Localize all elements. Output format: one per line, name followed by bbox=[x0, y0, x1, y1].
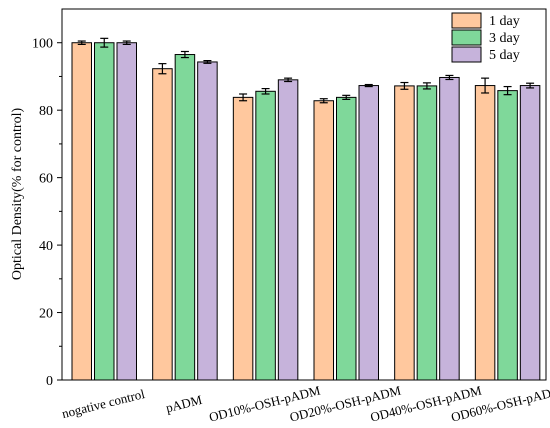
bar bbox=[474, 85, 496, 381]
y-tick-label: 80 bbox=[39, 104, 53, 119]
legend: 1 day 3 day 5 day bbox=[451, 12, 520, 63]
legend-swatch bbox=[451, 12, 482, 29]
bar bbox=[94, 42, 115, 381]
y-tick-label: 40 bbox=[39, 239, 53, 254]
y-axis: 0 20 40 60 80 100 bbox=[32, 37, 62, 389]
bar bbox=[313, 100, 334, 381]
bars bbox=[71, 37, 541, 381]
bar bbox=[174, 54, 196, 381]
bar bbox=[519, 85, 541, 381]
legend-label: 3 day bbox=[489, 31, 520, 46]
bar bbox=[439, 76, 460, 381]
x-axis: nogative control pADM OD10%-OSH-pADMOD20%-… bbox=[60, 382, 550, 424]
bar bbox=[232, 96, 254, 381]
bar bbox=[116, 42, 137, 381]
y-axis-label: Optical Density(% for control) bbox=[10, 108, 25, 281]
legend-swatch bbox=[451, 29, 482, 46]
bar bbox=[277, 79, 299, 381]
y-tick-label: 20 bbox=[39, 307, 53, 322]
bar bbox=[497, 90, 518, 381]
x-tick-label: nogative control bbox=[60, 386, 146, 421]
bar bbox=[336, 96, 357, 381]
legend-label: 5 day bbox=[489, 48, 520, 63]
x-tick-label: pADM bbox=[164, 392, 204, 416]
plot-frame bbox=[61, 8, 547, 381]
bar bbox=[152, 68, 173, 381]
bar bbox=[358, 85, 379, 381]
legend-swatch bbox=[451, 46, 482, 63]
y-tick-label: 60 bbox=[39, 172, 53, 187]
bar bbox=[416, 85, 438, 381]
y-tick-label: 100 bbox=[32, 37, 53, 52]
bar bbox=[197, 61, 218, 381]
bar bbox=[71, 42, 92, 381]
legend-label: 1 day bbox=[489, 14, 520, 29]
y-tick-label: 0 bbox=[46, 374, 53, 389]
bar bbox=[255, 90, 276, 381]
bar bbox=[394, 85, 415, 381]
